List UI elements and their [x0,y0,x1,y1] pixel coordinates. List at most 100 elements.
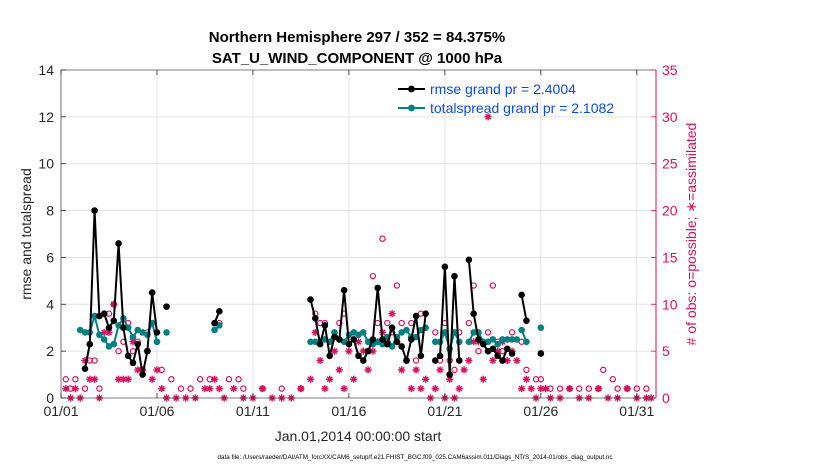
obs-assimilated-marker [518,385,526,393]
rmse-point [326,352,334,360]
spread-point [537,324,545,332]
obs-assimilated-marker [316,356,324,365]
obs-assimilated-marker [417,385,425,393]
obs-assimilated-marker [148,375,156,383]
spread-point [441,329,449,336]
spread-point [91,312,98,320]
rmse-point [81,365,89,373]
rmse-line-segment [84,210,158,375]
rmse-point [153,329,161,336]
y-left-tick-label: 0 [46,390,54,406]
rmse-point [163,303,170,310]
spread-point [359,329,367,336]
rmse-point [499,357,506,364]
obs-assimilated-marker [340,385,348,393]
obs-possible-marker [240,385,247,392]
obs-assimilated-marker [153,366,161,374]
obs-possible-marker [600,366,607,374]
obs-assimilated-marker [354,338,363,346]
obs-assimilated-marker [522,375,531,383]
spread-point [523,338,530,346]
obs-possible-marker [537,376,545,383]
y-right-tick-label: 30 [662,109,678,125]
rmse-point [393,338,401,346]
obs-assimilated-marker [335,366,343,374]
obs-assimilated-marker [503,356,511,365]
obs-assimilated-marker [124,375,132,383]
spread-point [431,338,439,346]
rmse-line-segment [520,294,528,321]
rmse-point [340,286,348,294]
spread-point [499,336,506,343]
spread-point [494,340,501,348]
rmse-point [383,340,391,348]
spread-point [508,336,516,343]
rmse-point [523,317,530,324]
rmse-point [508,350,516,357]
spread-point [513,336,521,343]
rmse-point [412,312,420,320]
spread-point [129,333,137,341]
obs-possible-marker [489,282,497,289]
obs-assimilated-marker [431,385,439,393]
x-tick-label: 01/06 [139,403,174,419]
obs-assimilated-marker [364,366,372,374]
rmse-point [398,343,405,350]
obs-assimilated-marker [527,385,535,393]
spread-point [379,340,386,348]
rmse-point [120,324,127,332]
legend-rmse-marker [408,85,415,93]
obs-possible-marker [96,385,103,392]
obs-assimilated-marker [436,366,444,374]
rmse-point [148,289,156,296]
obs-possible-marker [235,376,242,383]
rmse-point [479,340,487,348]
obs-assimilated-marker [484,113,492,121]
obs-possible-marker [508,329,516,336]
legend-rmse-label: rmse grand pr = 2.4004 [430,81,576,97]
obs-possible-marker [465,319,473,327]
spread-point [503,336,511,343]
y-left-tick-label: 6 [46,249,54,265]
rmse-point [91,207,98,214]
obs-assimilated-marker [119,375,127,383]
obs-possible-marker [585,385,593,392]
y-left-tick-label: 4 [46,296,54,312]
y-right-tick-label: 25 [662,156,678,172]
rmse-point [124,352,132,360]
obs-assimilated-marker [71,385,79,393]
obs-assimilated-marker [422,375,430,383]
obs-possible-marker [81,385,89,392]
obs-possible-marker [523,366,530,374]
obs-assimilated-marker [388,310,396,318]
rmse-point [475,336,482,343]
rmse-point [422,310,429,317]
spread-point [518,326,525,334]
rmse-point [144,347,151,355]
y-right-tick-label: 5 [662,343,670,359]
rmse-point [403,357,410,364]
obs-possible-marker [475,347,482,355]
y-axis-label-right: # of obs: o=possible; ∗=assimilated [683,123,699,346]
rmse-point [407,336,415,343]
spread-point [331,329,338,336]
obs-possible-marker [614,385,621,392]
rmse-point [110,317,118,324]
spread-point [307,338,314,346]
obs-possible-marker [412,357,420,364]
spread-point [100,336,108,343]
rmse-point [216,308,223,315]
series-lines [76,207,545,378]
obs-possible-marker [384,319,391,327]
x-tick-label: 01/31 [619,403,654,419]
legend-spread-label: totalspread grand pr = 2.1082 [430,100,614,116]
obs-assimilated-marker [345,347,353,355]
rmse-point [417,352,425,360]
obs-assimilated-marker [326,375,334,383]
rmse-point [489,345,497,353]
obs-assimilated-marker [215,385,223,393]
y-right-tick-label: 35 [662,62,678,78]
rmse-point [431,357,439,364]
y-left-tick-label: 12 [38,109,54,125]
